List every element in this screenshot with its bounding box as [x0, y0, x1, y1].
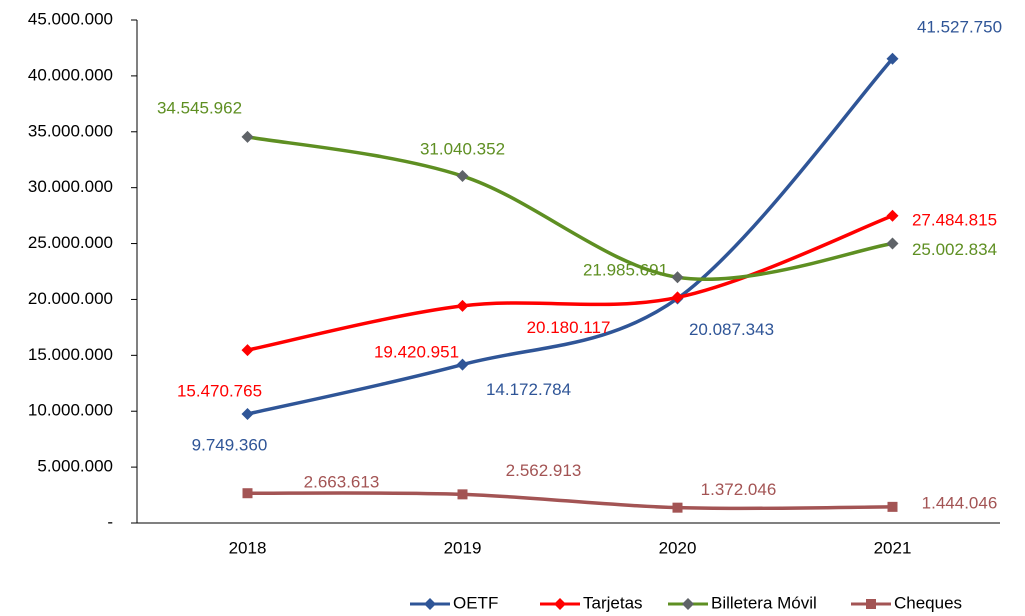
legend-label: OETF	[453, 593, 498, 612]
legend-marker	[866, 599, 876, 609]
marker	[672, 502, 683, 513]
x-tick-label: 2021	[874, 538, 912, 557]
x-tick-label: 2020	[659, 538, 697, 557]
y-tick-label: 5.000.000	[37, 457, 113, 476]
marker	[241, 130, 254, 143]
legend-marker	[424, 598, 436, 610]
marker	[242, 488, 253, 499]
y-tick-label: 25.000.000	[28, 233, 113, 252]
y-tick-label: 45.000.000	[28, 9, 113, 28]
legend-marker	[554, 598, 566, 610]
marker	[671, 291, 684, 304]
legend-label: Tarjetas	[583, 593, 643, 612]
data-label: 15.470.765	[177, 382, 262, 401]
data-label: 20.180.117	[527, 318, 611, 337]
data-label: 14.172.784	[486, 380, 571, 399]
data-label: 1.444.046	[922, 493, 998, 512]
marker	[456, 299, 469, 312]
x-tick-label: 2019	[444, 538, 482, 557]
data-label: 2.562.913	[506, 461, 582, 480]
y-tick-label: 10.000.000	[28, 401, 113, 420]
series-line	[247, 57, 894, 416]
y-tick-label: 30.000.000	[28, 177, 113, 196]
marker	[457, 489, 468, 500]
marker	[887, 501, 898, 512]
series-line	[247, 135, 893, 281]
marker	[456, 358, 469, 371]
data-label: 2.663.613	[304, 473, 380, 492]
data-label: 27.484.815	[912, 210, 997, 229]
x-tick-label: 2018	[229, 538, 267, 557]
data-label: 41.527.750	[917, 17, 1002, 36]
marker	[886, 52, 899, 65]
marker	[241, 344, 254, 357]
marker	[241, 408, 254, 421]
data-label: 21.985.691	[583, 261, 668, 280]
marker	[671, 271, 684, 284]
y-tick-label: 20.000.000	[28, 289, 113, 308]
y-tick-label: 40.000.000	[28, 65, 113, 84]
y-tick-label: 15.000.000	[28, 345, 113, 364]
legend-marker	[682, 598, 694, 610]
legend-label: Billetera Móvil	[711, 593, 817, 612]
data-label: 31.040.352	[420, 140, 505, 159]
y-tick-label: 35.000.000	[28, 121, 113, 140]
data-label: 1.372.046	[701, 480, 777, 499]
marker	[886, 209, 899, 222]
data-label: 34.545.962	[157, 98, 242, 117]
legend-label: Cheques	[894, 593, 962, 612]
marker	[886, 237, 899, 250]
series-line	[247, 214, 894, 352]
data-label: 20.087.343	[689, 320, 774, 339]
data-label: 25.002.834	[912, 240, 997, 259]
marker	[456, 170, 469, 183]
data-label: 19.420.951	[374, 342, 459, 361]
y-tick-label: -	[107, 512, 113, 531]
series-line	[247, 491, 893, 511]
data-label: 9.749.360	[192, 436, 268, 455]
